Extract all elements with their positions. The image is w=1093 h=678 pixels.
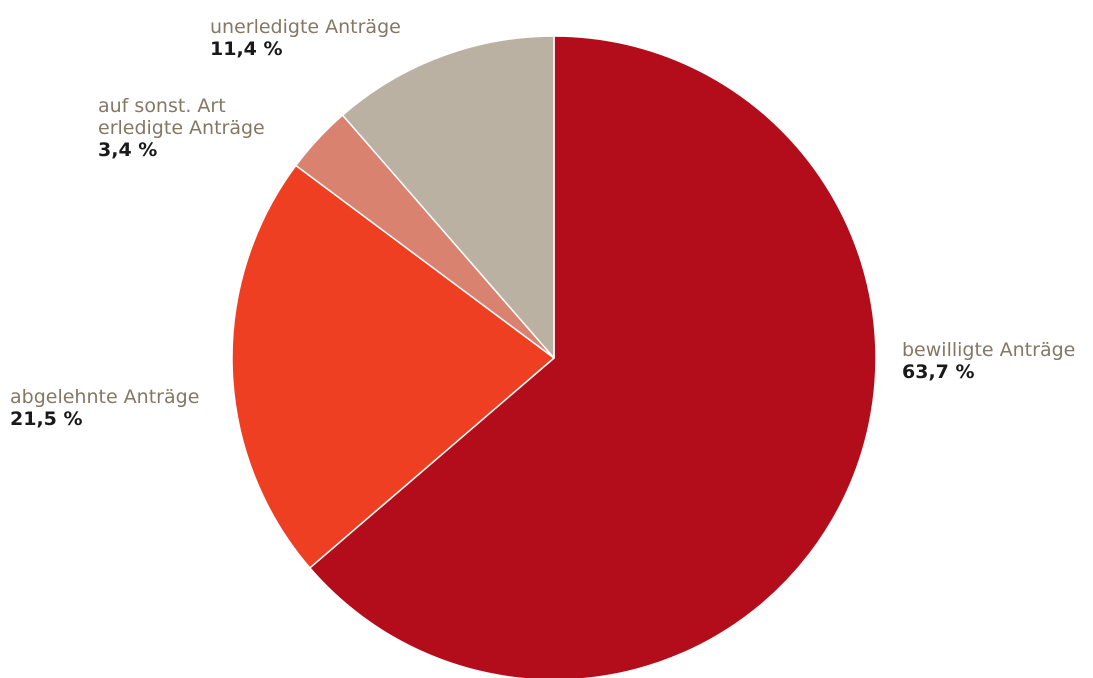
label-bewilligte: bewilligte Anträge 63,7 % (902, 339, 1075, 383)
slice-value: 63,7 % (902, 361, 975, 383)
label-abgelehnt: abgelehnte Anträge 21,5 % (10, 386, 199, 430)
slice-label: unerledigte Anträge (210, 16, 401, 38)
label-sonstige: auf sonst. Art erledigte Anträge 3,4 % (98, 95, 265, 161)
slice-label-line: auf sonst. Art (98, 95, 226, 117)
pie-slice-0 (309, 35, 877, 678)
pie-slice-1 (231, 164, 555, 569)
slice-label-line: erledigte Anträge (98, 117, 265, 139)
slice-value: 3,4 % (98, 139, 158, 161)
pie-slice-3 (341, 35, 555, 359)
slice-label: abgelehnte Anträge (10, 386, 200, 408)
label-unerledigt: unerledigte Anträge 11,4 % (210, 16, 401, 60)
slice-value: 11,4 % (210, 38, 283, 60)
slice-label: bewilligte Anträge (902, 339, 1076, 361)
slice-value: 21,5 % (10, 408, 83, 430)
pie-slices (231, 35, 877, 678)
